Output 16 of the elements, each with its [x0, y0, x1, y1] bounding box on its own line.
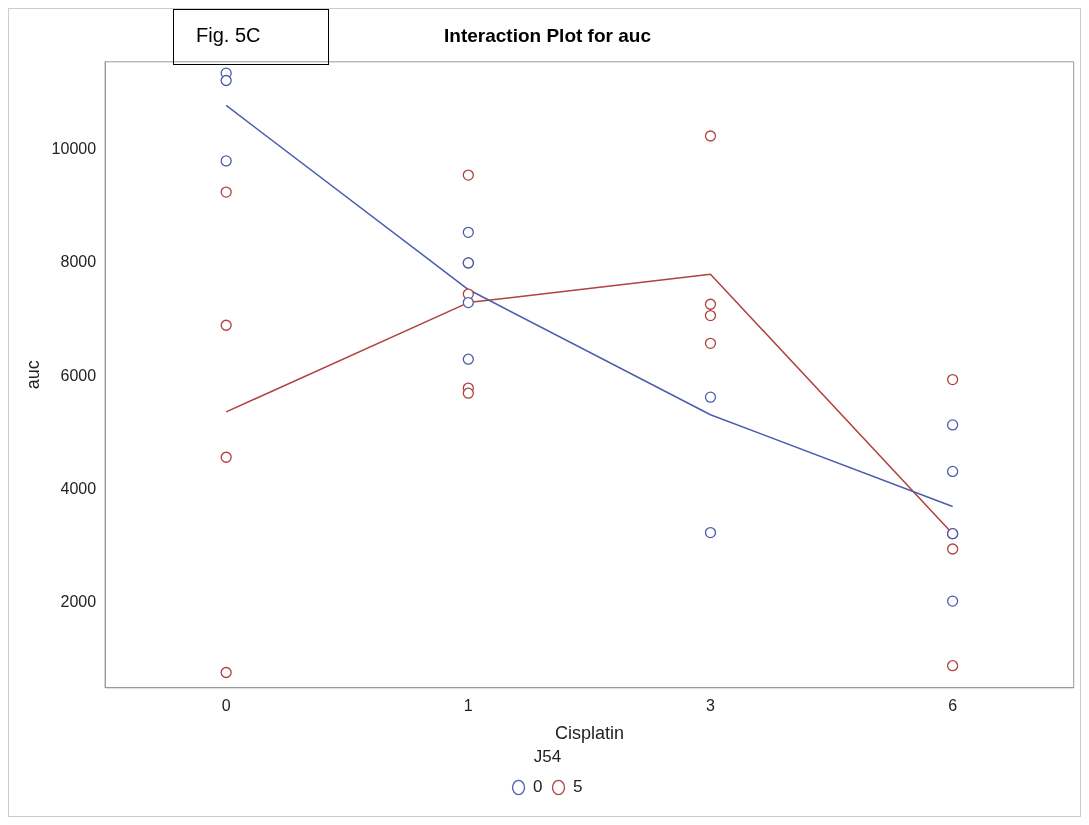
- y-tick-label: 2000: [60, 593, 97, 611]
- legend-title: J54: [533, 746, 562, 766]
- x-tick-label: 0: [221, 696, 231, 714]
- x-tick-label: 6: [948, 696, 958, 714]
- y-axis-title: auc: [22, 360, 43, 390]
- x-tick-label: 1: [463, 696, 473, 714]
- y-tick-label: 4000: [60, 479, 97, 497]
- y-tick-label: 6000: [60, 366, 97, 384]
- legend-label: 0: [533, 777, 543, 797]
- y-tick-label: 10000: [51, 140, 97, 158]
- x-axis-title: Cisplatin: [554, 722, 624, 743]
- chart-title: Interaction Plot for auc: [444, 24, 652, 46]
- x-tick-label: 3: [706, 696, 716, 714]
- y-tick-label: 8000: [60, 253, 97, 271]
- legend-label: 5: [573, 777, 583, 797]
- caption: Fig. 5C: [173, 9, 329, 65]
